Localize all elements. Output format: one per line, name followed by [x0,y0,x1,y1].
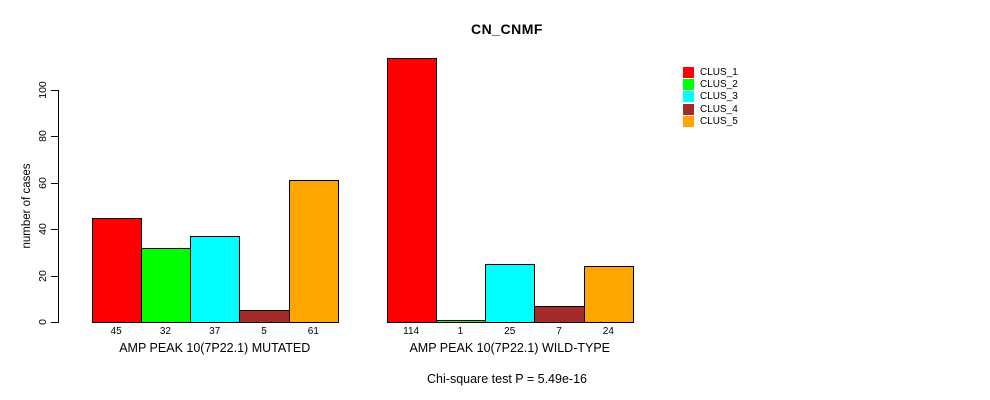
bar-value-label: 45 [110,326,122,337]
legend-item-clus_3: CLUS_3 [683,91,738,103]
bar-value-label: 24 [602,326,614,337]
bar-value-label: 32 [159,326,171,337]
y-tick [51,90,58,91]
y-tick-label: 40 [37,223,49,236]
y-tick-label: 80 [37,130,49,143]
chi-square-annotation: Chi-square test P = 5.49e-16 [427,372,587,386]
bar-clus_5-group2 [583,266,634,323]
y-tick-label: 100 [37,81,49,99]
legend-swatch-icon [683,103,694,115]
legend-item-clus_1: CLUS_1 [683,66,738,78]
legend-label: CLUS_5 [700,115,738,127]
group-label-2: AMP PEAK 10(7P22.1) WILD-TYPE [409,341,611,355]
legend-item-clus_4: CLUS_4 [683,103,738,115]
y-tick [51,275,58,277]
bar-clus_2-group1 [140,247,192,323]
bar-clus_1-group1 [91,217,142,323]
bar-clus_2-group2 [435,319,487,323]
bar-clus_4-group2 [534,305,585,323]
bar-clus_3-group2 [485,264,536,323]
bar-value-label: 7 [556,326,562,337]
y-axis-label: number of cases [21,163,33,249]
legend-label: CLUS_3 [700,91,738,103]
legend-item-clus_5: CLUS_5 [683,115,738,127]
y-tick-label: 0 [37,319,49,325]
bar-clus_1-group2 [386,57,437,323]
y-tick-label: 60 [37,176,49,189]
y-tick [51,136,58,138]
y-axis-line [58,90,59,323]
bar-value-label: 61 [307,326,319,337]
y-tick [51,322,58,323]
legend-item-clus_2: CLUS_2 [683,78,738,90]
y-tick [51,229,58,231]
bar-value-label: 5 [261,326,267,337]
legend-swatch-icon [683,78,694,90]
bar-clus_5-group1 [288,180,339,323]
bar-clus_3-group1 [190,236,241,323]
legend-label: CLUS_2 [700,78,738,90]
group-label-1: AMP PEAK 10(7P22.1) MUTATED [119,341,311,355]
bar-value-label: 1 [457,326,464,337]
bar-value-label: 114 [403,326,420,337]
legend-swatch-icon [683,66,694,78]
y-tick-label: 20 [37,269,49,282]
bar-clus_4-group1 [239,310,290,323]
legend: CLUS_1 CLUS_2 CLUS_3 CLUS_4 CLUS_5 [683,66,738,127]
legend-label: CLUS_4 [700,103,738,115]
legend-swatch-icon [683,91,694,103]
legend-label: CLUS_1 [700,66,738,78]
bar-value-label: 37 [209,326,221,337]
bar-value-label: 25 [504,326,516,337]
y-tick [51,182,58,184]
legend-swatch-icon [683,115,694,127]
chart-title: CN_CNMF [471,21,543,37]
